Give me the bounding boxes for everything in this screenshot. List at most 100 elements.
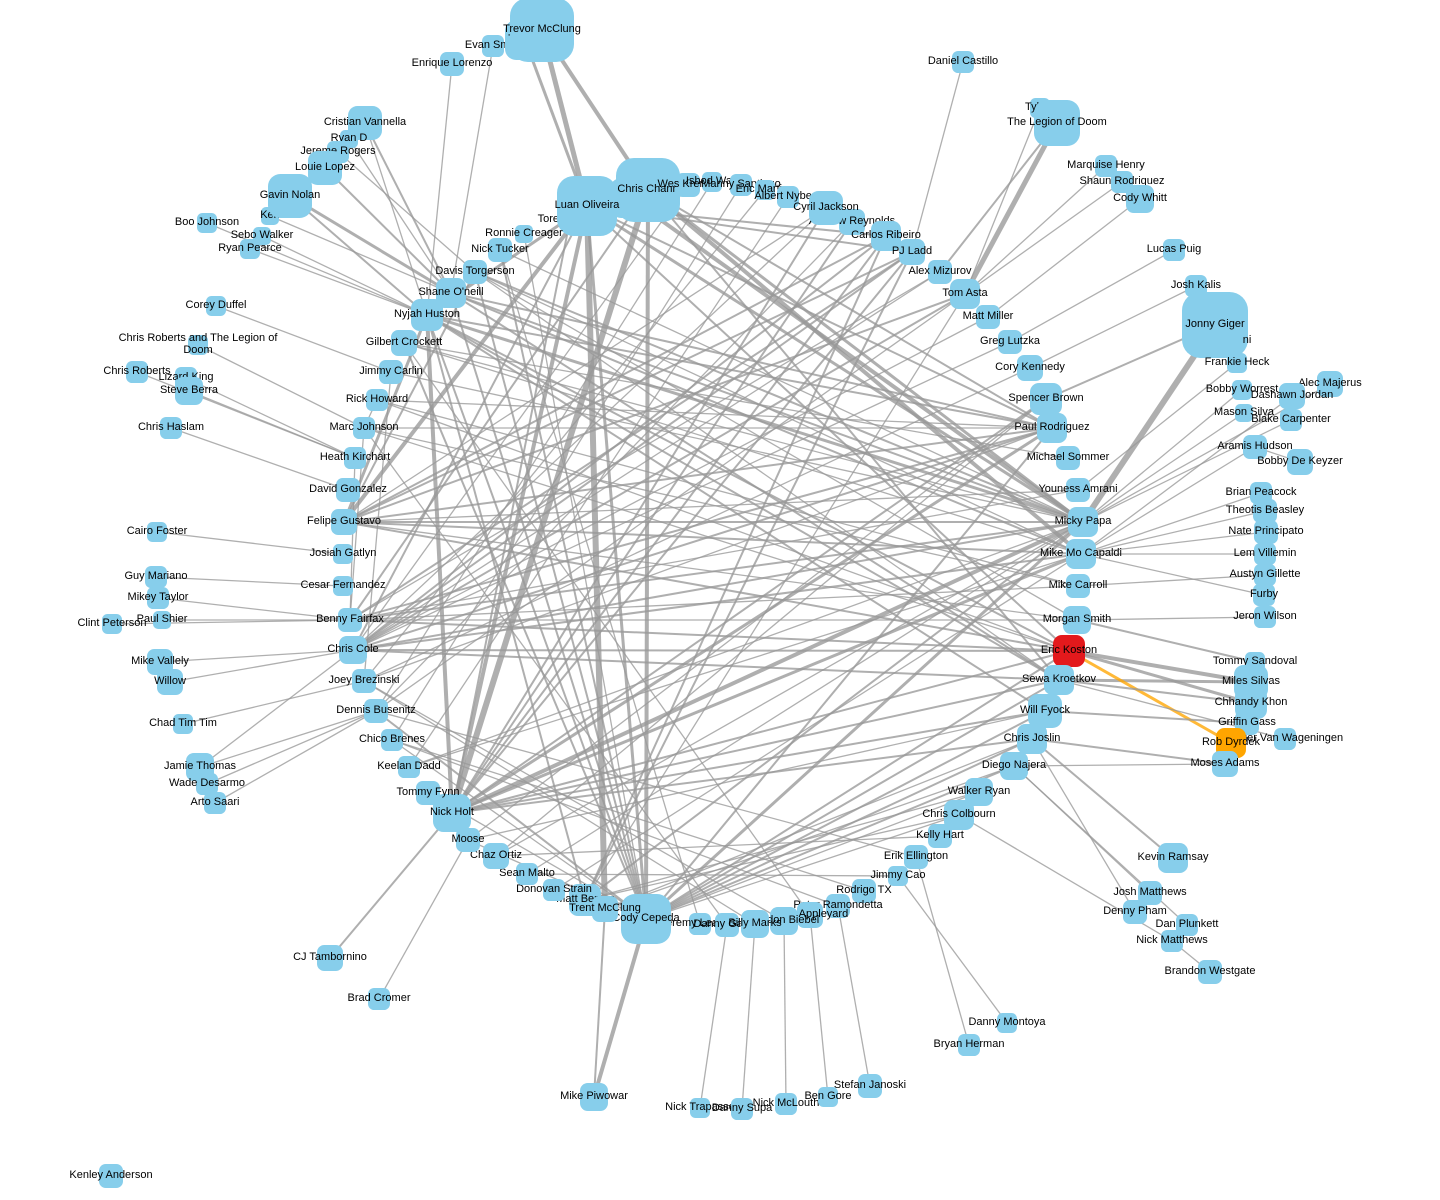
node-cairo-foster[interactable] [147,522,167,542]
node-will-fyock[interactable] [1028,694,1062,728]
node-danny-supa[interactable] [731,1098,753,1120]
node-cody-whitt[interactable] [1126,185,1154,213]
node-mark-appleyard[interactable] [797,902,823,928]
node-legion-of-doom[interactable] [1034,100,1080,146]
node-wes-kremer[interactable] [676,173,700,197]
node-corey-duffel[interactable] [206,296,226,316]
node-brad-cromer[interactable] [368,988,390,1010]
node-bobby-worrest[interactable] [1232,380,1252,400]
node-cody-cepeda[interactable] [621,894,671,944]
node-morgan-smith[interactable] [1063,606,1091,634]
node-moses-adams[interactable] [1212,751,1238,777]
node-chris-cole[interactable] [339,636,367,664]
node-chris-haslam[interactable] [160,417,182,439]
node-cj-tambornino[interactable] [317,945,343,971]
node-bobby-de-keyzer[interactable] [1287,449,1313,475]
node-evan-smith[interactable] [482,35,504,57]
node-guy-mariano[interactable] [145,566,167,588]
node-paul-shier[interactable] [153,611,171,629]
node-ronnie-creager[interactable] [515,225,533,243]
node-chris-roberts[interactable] [126,361,148,383]
node-tommy-fynn[interactable] [416,781,440,805]
node-kelly-hart[interactable] [928,824,952,848]
node-theotis-beasley[interactable] [1253,499,1277,523]
node-arto-saari[interactable] [204,792,226,814]
node-marquise-henry[interactable] [1095,155,1117,177]
node-nick-matthews[interactable] [1161,930,1183,952]
node-danny-montoya[interactable] [997,1013,1017,1033]
node-david-gonzalez[interactable] [336,478,360,502]
node-erik-ellington[interactable] [904,845,928,869]
node-dan-plunkett[interactable] [1176,914,1198,936]
node-tom-asta[interactable] [950,279,980,309]
node-moose[interactable] [456,828,480,852]
node-albert-nyberg[interactable] [777,186,799,208]
node-billy-marks[interactable] [741,910,769,938]
node-danny-garcia[interactable] [715,913,739,937]
node-brian-peacock[interactable] [1250,482,1272,504]
node-cory-kennedy[interactable] [1017,355,1043,381]
node-chris-chann[interactable] [616,158,680,222]
node-benny-fairfax[interactable] [338,608,362,632]
node-alec-majerus[interactable] [1317,371,1343,397]
node-brandon-westgate[interactable] [1198,960,1222,984]
node-marc-johnson[interactable] [353,417,375,439]
node-manny-santiago[interactable] [730,174,752,196]
node-joey-brezinski[interactable] [352,669,376,693]
node-matt-miller[interactable] [976,305,1000,329]
node-mike-mo-capaldi[interactable] [1066,539,1096,569]
node-mason-silva[interactable] [1235,404,1253,422]
node-blake-carpenter[interactable] [1280,409,1302,431]
node-eric-martina[interactable] [755,180,775,200]
node-felipe-gustavo[interactable] [331,509,357,535]
node-nate-principato[interactable] [1254,520,1278,544]
node-trevor-mcclung[interactable] [510,0,574,62]
node-mikey-taylor[interactable] [147,587,169,609]
node-jonny-giger[interactable] [1182,292,1248,358]
node-cyril-jackson[interactable] [809,191,843,225]
node-donovan-strain[interactable] [543,879,565,901]
node-youness-amrani[interactable] [1066,478,1090,502]
node-luan-oliveira[interactable] [557,176,617,236]
node-jimmy-cao[interactable] [888,866,908,886]
node-clint-peterson[interactable] [102,614,122,634]
node-chaz-ortiz[interactable] [483,843,509,869]
node-spencer-brown[interactable] [1030,383,1062,415]
node-jeremy-leabres[interactable] [689,913,711,935]
node-mike-piwowar[interactable] [580,1083,608,1111]
node-stefan-janoski[interactable] [858,1074,882,1098]
node-dennis-busenitz[interactable] [364,699,388,723]
node-jimmy-carlin[interactable] [379,360,403,384]
node-peter-ramondetta[interactable] [826,894,850,918]
node-michael-sommer[interactable] [1056,446,1080,470]
node-roger-van-wageningen[interactable] [1274,728,1296,750]
node-cesar-fernandez[interactable] [333,576,353,596]
node-aramis-hudson[interactable] [1243,435,1267,459]
node-louie-lopez[interactable] [308,151,342,185]
node-trent-mcclung[interactable] [592,896,618,922]
node-landon-biebel[interactable] [770,907,798,935]
node-nick-tucker[interactable] [488,238,512,262]
node-shane-oneill[interactable] [436,278,466,308]
node-gilbert-crockett[interactable] [391,330,417,356]
node-sean-malto[interactable] [516,863,538,885]
node-micky-papa[interactable] [1068,507,1098,537]
node-furby[interactable] [1253,584,1275,606]
node-davis-torgerson[interactable] [463,260,487,284]
node-jeron-wilson[interactable] [1254,606,1276,628]
node-boo-johnson[interactable] [197,213,217,233]
node-ben-gore[interactable] [818,1087,838,1107]
node-greg-lutzka[interactable] [998,330,1022,354]
node-diego-najera[interactable] [1000,752,1028,780]
node-chris-roberts-lod[interactable] [188,335,208,355]
node-dashawn-jordan[interactable] [1279,383,1305,409]
node-ishod-wair[interactable] [702,172,722,192]
node-austyn-gillette[interactable] [1254,564,1276,586]
node-carlos-ribeiro[interactable] [871,221,901,251]
node-frankie-heck[interactable] [1227,353,1247,373]
node-enrique-lorenzo[interactable] [440,52,464,76]
node-rick-howard[interactable] [366,389,388,411]
node-steve-berra[interactable] [175,377,203,405]
node-josh-kalis[interactable] [1185,275,1207,297]
node-chico-brenes[interactable] [381,729,403,751]
